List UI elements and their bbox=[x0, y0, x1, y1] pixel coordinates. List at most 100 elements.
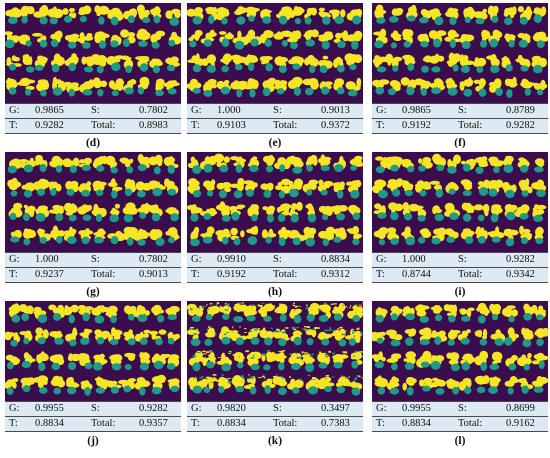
crop-leaf-blob bbox=[373, 355, 380, 363]
label-s: S: bbox=[269, 252, 317, 268]
crop-leaf-blob bbox=[204, 156, 211, 166]
noise-speck bbox=[259, 330, 261, 332]
crop-leaf-blob bbox=[23, 204, 28, 209]
noise-speck bbox=[312, 377, 315, 379]
crop-leaf-blob bbox=[307, 7, 314, 12]
crop-leaf-blob bbox=[437, 227, 447, 237]
crop-stem-blob bbox=[206, 64, 216, 73]
noise-speck bbox=[276, 308, 280, 310]
crop-stem-blob bbox=[192, 87, 201, 94]
label-total: Total: bbox=[269, 267, 317, 283]
crop-stem-blob bbox=[50, 39, 59, 48]
crop-leaf-blob bbox=[413, 205, 424, 210]
crop-leaf-blob bbox=[70, 82, 79, 88]
crop-leaf-blob bbox=[21, 80, 27, 86]
crop-leaf-blob bbox=[150, 33, 158, 44]
crop-stem-blob bbox=[536, 338, 544, 347]
crop-stem-blob bbox=[92, 362, 103, 371]
crop-leaf-blob bbox=[291, 76, 303, 86]
label-total: Total: bbox=[454, 267, 502, 283]
metrics-row: G: 0.9955 S: 0.8699 bbox=[372, 401, 548, 417]
crop-leaf-blob bbox=[62, 81, 73, 87]
noise-speck bbox=[250, 304, 255, 306]
crop-leaf-blob bbox=[447, 330, 457, 340]
crop-stem-blob bbox=[139, 386, 146, 396]
crop-stem-blob bbox=[235, 63, 243, 71]
crop-leaf-blob bbox=[430, 382, 439, 388]
noise-speck bbox=[240, 375, 244, 378]
crop-stem-blob bbox=[235, 386, 244, 393]
crop-stem-blob bbox=[264, 39, 272, 47]
crop-leaf-blob bbox=[511, 354, 518, 361]
noise-speck bbox=[202, 305, 206, 308]
crop-leaf-blob bbox=[374, 179, 386, 188]
noise-speck bbox=[333, 303, 337, 305]
crop-leaf-blob bbox=[506, 206, 513, 212]
crop-stem-blob bbox=[508, 315, 515, 323]
noise-speck bbox=[235, 375, 240, 378]
crop-stem-blob bbox=[431, 87, 442, 94]
noise-speck bbox=[258, 304, 263, 307]
noise-speck bbox=[332, 352, 335, 355]
crop-leaf-blob bbox=[219, 10, 224, 20]
crop-stem-blob bbox=[127, 15, 135, 24]
crop-stem-blob bbox=[522, 339, 532, 348]
crop-stem-blob bbox=[49, 17, 58, 25]
noise-speck bbox=[206, 351, 210, 353]
crop-leaf-blob bbox=[318, 34, 328, 39]
crop-leaf-blob bbox=[323, 180, 334, 187]
panel-k: G: 0.9820 S: 0.3497 T: 0.8834 Total: 0.7383 (k) bbox=[187, 301, 363, 447]
crop-leaf-blob bbox=[140, 380, 151, 387]
crop-stem-blob bbox=[111, 190, 118, 199]
crop-leaf-blob bbox=[19, 34, 30, 42]
noise-speck bbox=[240, 357, 245, 359]
crop-leaf-blob bbox=[65, 211, 73, 216]
crop-leaf-blob bbox=[276, 206, 282, 213]
crop-stem-blob bbox=[535, 237, 544, 245]
crop-leaf-blob bbox=[306, 329, 311, 335]
metrics-row: T: 0.8834 Total: 0.9162 bbox=[372, 416, 548, 432]
crop-leaf-blob bbox=[267, 205, 276, 212]
crop-stem-blob bbox=[95, 387, 106, 394]
crop-leaf-blob bbox=[522, 228, 531, 234]
label-t: T: bbox=[372, 267, 398, 283]
crop-stem-blob bbox=[39, 387, 48, 394]
noise-speck bbox=[327, 378, 331, 380]
crop-stem-blob bbox=[166, 363, 176, 370]
crop-stem-blob bbox=[436, 164, 445, 171]
crop-leaf-blob bbox=[69, 160, 80, 167]
crop-stem-blob bbox=[37, 314, 48, 323]
crop-leaf-blob bbox=[310, 29, 319, 38]
noise-speck bbox=[277, 309, 280, 312]
crop-leaf-blob bbox=[480, 227, 485, 237]
crop-stem-blob bbox=[111, 62, 121, 72]
crop-leaf-blob bbox=[422, 185, 432, 190]
crop-leaf-blob bbox=[318, 179, 324, 186]
noise-speck bbox=[209, 350, 212, 352]
crop-stem-blob bbox=[110, 236, 119, 245]
crop-stem-blob bbox=[221, 65, 229, 73]
crop-leaf-blob bbox=[280, 203, 292, 209]
crop-leaf-blob bbox=[191, 207, 203, 214]
crop-stem-blob bbox=[110, 166, 118, 174]
noise-speck bbox=[203, 353, 207, 355]
noise-speck bbox=[250, 330, 253, 333]
crop-stem-blob bbox=[155, 89, 164, 97]
metrics-row: T: 0.8834 Total: 0.7383 bbox=[187, 416, 363, 432]
crop-stem-blob bbox=[153, 166, 161, 175]
segmentation-image bbox=[5, 152, 181, 252]
crop-stem-blob bbox=[304, 87, 314, 96]
crop-leaf-blob bbox=[460, 160, 466, 165]
crop-stem-blob bbox=[306, 313, 315, 322]
metrics-table: G: 1.000 S: 0.9013 T: 0.9103 Total: 0.9372 bbox=[187, 103, 363, 134]
noise-speck bbox=[316, 304, 320, 306]
crop-leaf-blob bbox=[387, 56, 392, 66]
crop-stem-blob bbox=[246, 189, 254, 197]
noise-speck bbox=[240, 309, 245, 312]
crop-leaf-blob bbox=[259, 33, 267, 43]
crop-stem-blob bbox=[192, 362, 201, 372]
crop-leaf-blob bbox=[12, 357, 17, 366]
crop-leaf-blob bbox=[43, 206, 48, 216]
noise-speck bbox=[227, 377, 232, 379]
crop-leaf-blob bbox=[165, 10, 173, 19]
